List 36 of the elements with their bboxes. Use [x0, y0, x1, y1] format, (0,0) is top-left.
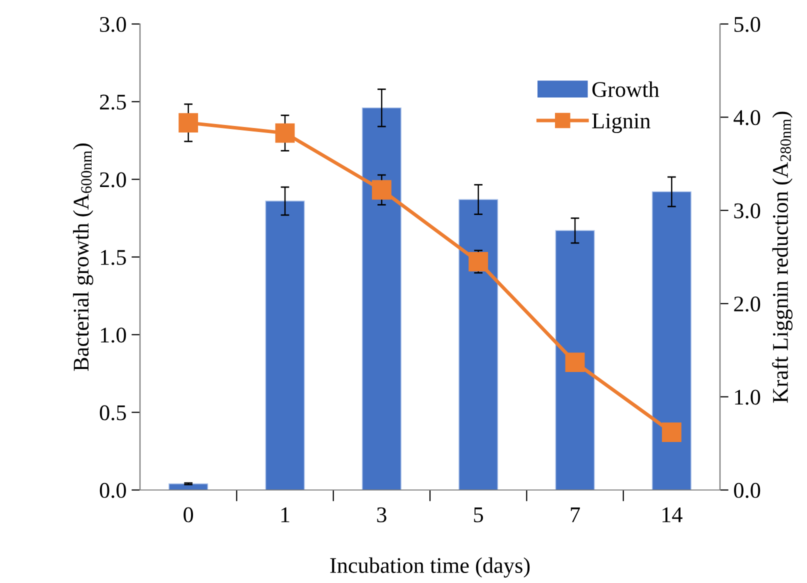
y-tick-label: 2.0 [100, 172, 126, 188]
y2-tick-label: 3.0 [734, 203, 760, 218]
y-tick-label: 0.5 [100, 405, 126, 420]
point [662, 422, 682, 442]
y-tick-label: 0.0 [100, 482, 126, 498]
bar [362, 107, 402, 490]
x-axis-title: Incubation time (days) [330, 557, 530, 578]
y-tick-label: 1.5 [100, 250, 126, 266]
y2-axis-title: Kraft Liggnin reduction (A$_{280nm}$) [772, 112, 793, 403]
x-tick-label: 3 [377, 507, 386, 522]
legend-label: Growth [592, 81, 660, 98]
y-tick-label: 2.5 [100, 94, 126, 110]
x-tick-label: 14 [662, 507, 682, 522]
y-axis-title: Bacterial growth (A$_{600nm}$) [73, 144, 94, 371]
y2-tick-label: 1.0 [735, 390, 760, 405]
bar [168, 483, 208, 490]
y-tick-label: 3.0 [100, 16, 126, 32]
point [178, 113, 198, 133]
bar [652, 191, 692, 490]
x-tick-label: 5 [474, 508, 484, 522]
legend-label: Lignin [592, 114, 650, 134]
bar [555, 230, 595, 490]
y2-tick-label: 2.0 [734, 296, 760, 312]
y2-tick-label: 0.0 [734, 482, 760, 498]
x-tick-label: 1 [281, 507, 290, 522]
x-tick-label: 7 [570, 508, 580, 522]
point [468, 252, 488, 272]
y-tick-label: 1.0 [100, 328, 126, 343]
bar [265, 200, 305, 490]
bar [458, 199, 498, 490]
point [565, 352, 585, 372]
x-tick-label: 0 [184, 507, 194, 522]
y2-tick-label: 5.0 [734, 16, 760, 32]
y2-tick-label: 4.0 [734, 110, 760, 126]
point [372, 180, 392, 200]
point [275, 123, 295, 143]
